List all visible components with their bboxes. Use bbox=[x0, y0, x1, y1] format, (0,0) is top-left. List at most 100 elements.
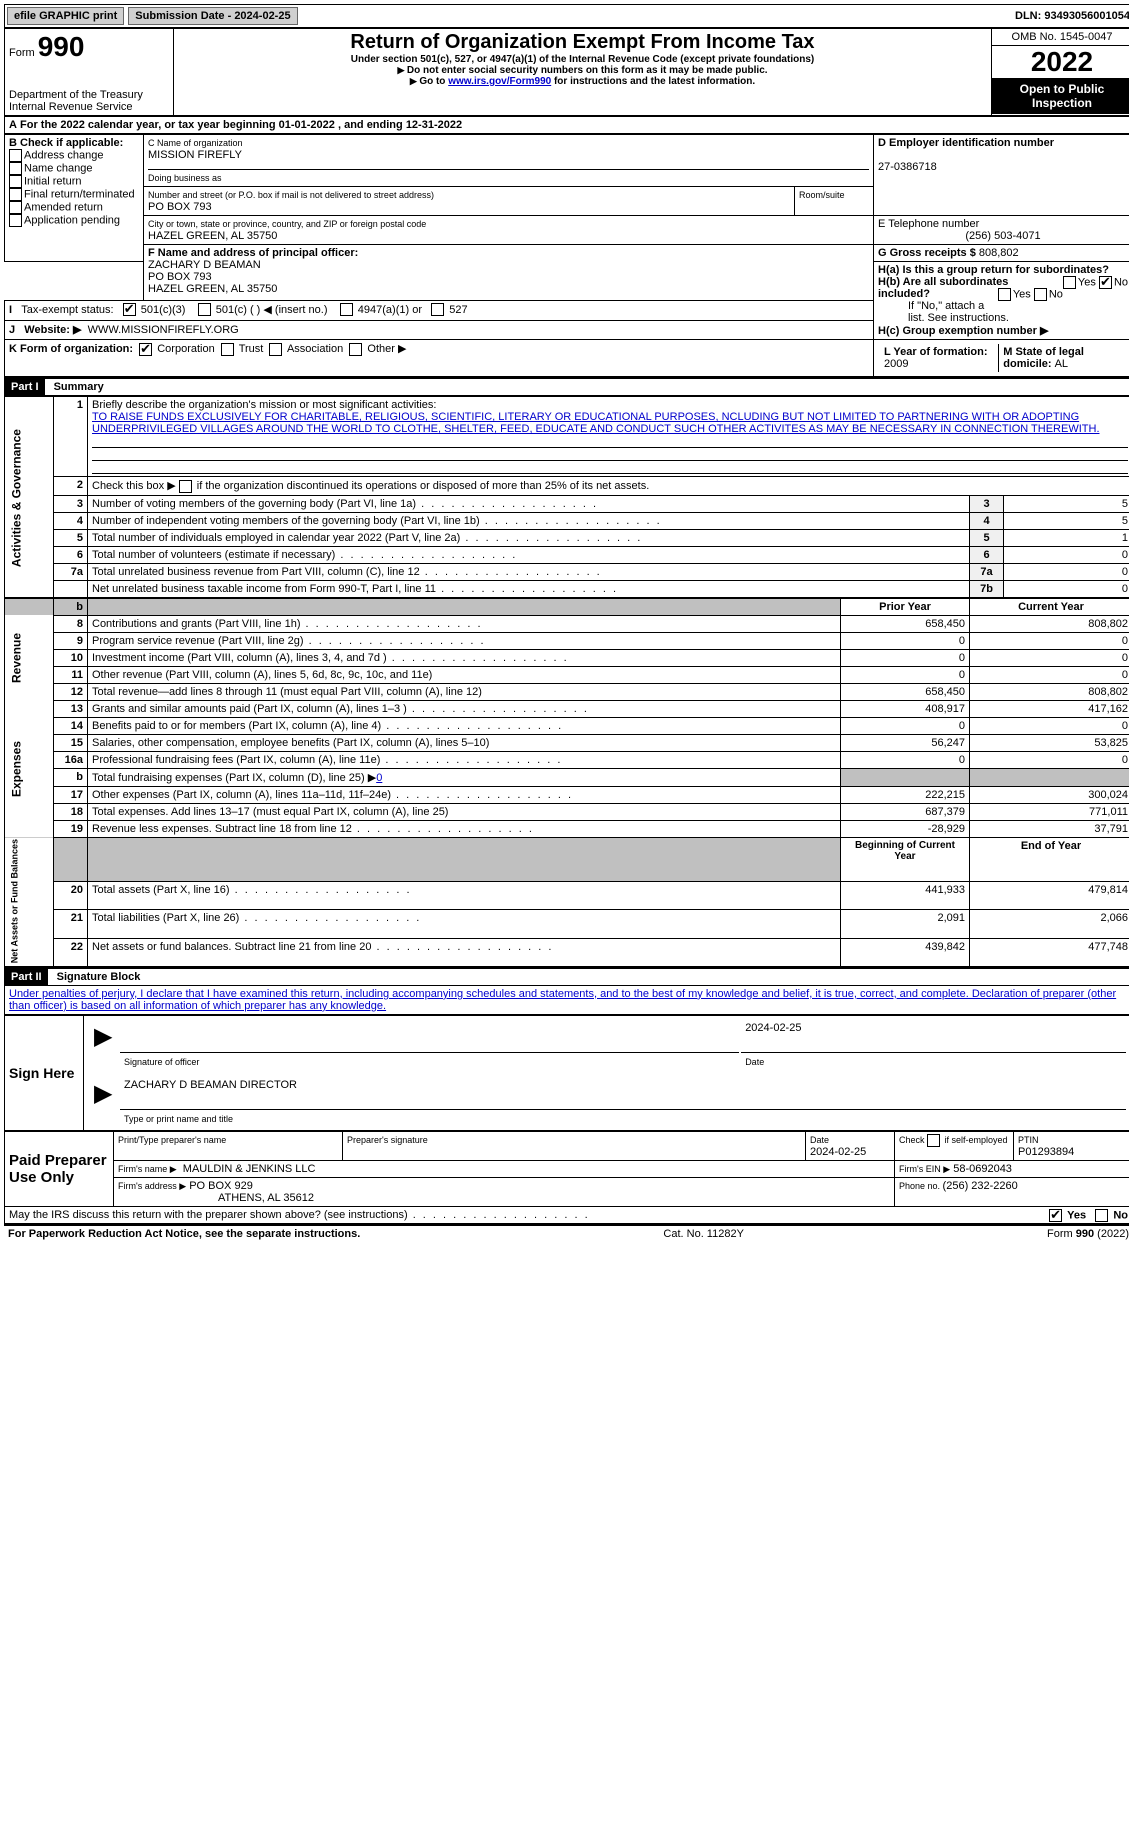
line16b-val[interactable]: 0 bbox=[376, 772, 382, 784]
omb-number: OMB No. 1545-0047 bbox=[992, 29, 1129, 46]
net-assets-sidebar: Net Assets or Fund Balances bbox=[5, 837, 54, 966]
initial-return-checkbox[interactable] bbox=[9, 175, 22, 188]
527-checkbox[interactable] bbox=[431, 303, 444, 316]
efile-print-button[interactable]: efile GRAPHIC print bbox=[7, 7, 124, 25]
line12-prior: 658,450 bbox=[841, 683, 970, 700]
website-value: WWW.MISSIONFIREFLY.ORG bbox=[88, 324, 239, 336]
cat-no: Cat. No. 11282Y bbox=[663, 1228, 744, 1240]
form990-link[interactable]: www.irs.gov/Form990 bbox=[448, 76, 551, 87]
corporation-checkbox[interactable] bbox=[139, 343, 152, 356]
prior-year-header: Prior Year bbox=[841, 598, 970, 616]
line21-eoy: 2,066 bbox=[970, 910, 1129, 938]
line6-label: Total number of volunteers (estimate if … bbox=[88, 546, 970, 563]
line20-boy: 441,933 bbox=[841, 882, 970, 910]
part2-title: Signature Block bbox=[51, 971, 141, 983]
may-irs-row: May the IRS discuss this return with the… bbox=[4, 1207, 1129, 1224]
line2: Check this box ▶ if the organization dis… bbox=[92, 480, 649, 492]
city-value: HAZEL GREEN, AL 35750 bbox=[148, 230, 277, 242]
name-change-checkbox[interactable] bbox=[9, 162, 22, 175]
telephone-value: (256) 503-4071 bbox=[878, 230, 1128, 242]
prep-date-label: Date bbox=[810, 1135, 829, 1145]
line15-label: Salaries, other compensation, employee b… bbox=[88, 734, 841, 751]
trust-checkbox[interactable] bbox=[221, 343, 234, 356]
line20-label: Total assets (Part X, line 16) bbox=[88, 882, 841, 910]
other-checkbox[interactable] bbox=[349, 343, 362, 356]
501c-checkbox[interactable] bbox=[198, 303, 211, 316]
city-label: City or town, state or province, country… bbox=[148, 219, 426, 229]
line22-eoy: 477,748 bbox=[970, 938, 1129, 966]
irs-label: Internal Revenue Service bbox=[9, 101, 169, 113]
website-label: Website: ▶ bbox=[24, 324, 81, 336]
amended-return-checkbox[interactable] bbox=[9, 201, 22, 214]
period-end: 12-31-2022 bbox=[406, 119, 462, 131]
self-employed-checkbox[interactable] bbox=[927, 1134, 940, 1147]
firm-ein: 58-0692043 bbox=[953, 1163, 1012, 1175]
line14-label: Benefits paid to or for members (Part IX… bbox=[88, 717, 841, 734]
line16b-label: Total fundraising expenses (Part IX, col… bbox=[88, 768, 841, 786]
form-title: Return of Organization Exempt From Incom… bbox=[178, 31, 987, 54]
officer-name: ZACHARY D BEAMAN bbox=[148, 259, 261, 271]
officer-line2: PO BOX 793 bbox=[148, 271, 212, 283]
line14-prior: 0 bbox=[841, 717, 970, 734]
officer-label: F Name and address of principal officer: bbox=[148, 247, 358, 259]
subtitle-3: Go to www.irs.gov/Form990 for instructio… bbox=[178, 76, 987, 87]
line7b-value: 0 bbox=[1004, 580, 1129, 598]
line10-current: 0 bbox=[970, 649, 1129, 666]
paid-preparer-label: Paid Preparer Use Only bbox=[5, 1131, 114, 1206]
4947-checkbox[interactable] bbox=[340, 303, 353, 316]
sig-date-label: Date bbox=[741, 1055, 1126, 1069]
officer-line3: HAZEL GREEN, AL 35750 bbox=[148, 283, 277, 295]
line18-prior: 687,379 bbox=[841, 803, 970, 820]
dln-label: DLN: 93493056001054 bbox=[1015, 10, 1129, 22]
paid-preparer-block: Paid Preparer Use Only Print/Type prepar… bbox=[4, 1131, 1129, 1207]
telephone-label: E Telephone number bbox=[878, 218, 979, 230]
discontinued-checkbox[interactable] bbox=[179, 480, 192, 493]
final-return-checkbox[interactable] bbox=[9, 188, 22, 201]
firm-name: MAULDIN & JENKINS LLC bbox=[183, 1163, 316, 1175]
form-footer: Form 990 (2022) bbox=[1047, 1228, 1129, 1240]
paperwork-notice: For Paperwork Reduction Act Notice, see … bbox=[8, 1228, 360, 1240]
sig-officer-label: Signature of officer bbox=[120, 1055, 739, 1069]
group-exemption-label: H(c) Group exemption number ▶ bbox=[878, 325, 1048, 337]
part2-label: Part II bbox=[5, 969, 48, 985]
dept-treasury: Department of the Treasury bbox=[9, 89, 169, 101]
501c3-checkbox[interactable] bbox=[123, 303, 136, 316]
current-year-header: Current Year bbox=[970, 598, 1129, 616]
ein-label: D Employer identification number bbox=[878, 137, 1054, 149]
subordinates-no[interactable] bbox=[1034, 288, 1047, 301]
line15-prior: 56,247 bbox=[841, 734, 970, 751]
line6-value: 0 bbox=[1004, 546, 1129, 563]
group-return-no[interactable] bbox=[1099, 276, 1112, 289]
application-pending-checkbox[interactable] bbox=[9, 214, 22, 227]
line14-current: 0 bbox=[970, 717, 1129, 734]
subordinates-note: If "No," attach a list. See instructions… bbox=[878, 300, 1128, 324]
discuss-no-checkbox[interactable] bbox=[1095, 1209, 1108, 1222]
line22-boy: 439,842 bbox=[841, 938, 970, 966]
prep-sig-label: Preparer's signature bbox=[347, 1135, 428, 1145]
submission-date-button[interactable]: Submission Date - 2024-02-25 bbox=[128, 7, 297, 25]
association-checkbox[interactable] bbox=[269, 343, 282, 356]
org-name-label: C Name of organization bbox=[148, 138, 243, 148]
state-domicile: AL bbox=[1055, 358, 1068, 370]
mission-text[interactable]: TO RAISE FUNDS EXCLUSIVELY FOR CHARITABL… bbox=[92, 411, 1100, 435]
form-header: Form 990 Department of the Treasury Inte… bbox=[4, 28, 1129, 117]
line4-value: 5 bbox=[1004, 512, 1129, 529]
line7a-value: 0 bbox=[1004, 563, 1129, 580]
subordinates-yes[interactable] bbox=[998, 288, 1011, 301]
state-domicile-label: M State of legal domicile: bbox=[1003, 346, 1084, 370]
penalties-text: Under penalties of perjury, I declare th… bbox=[4, 986, 1129, 1015]
part1-table: Activities & Governance 1 Briefly descri… bbox=[4, 396, 1129, 967]
discuss-yes-checkbox[interactable] bbox=[1049, 1209, 1062, 1222]
group-return-yes[interactable] bbox=[1063, 276, 1076, 289]
line3-value: 5 bbox=[1004, 495, 1129, 512]
line12-current: 808,802 bbox=[970, 683, 1129, 700]
line16a-prior: 0 bbox=[841, 751, 970, 768]
line15-current: 53,825 bbox=[970, 734, 1129, 751]
eoy-header: End of Year bbox=[970, 837, 1129, 882]
line9-label: Program service revenue (Part VIII, line… bbox=[88, 632, 841, 649]
line18-label: Total expenses. Add lines 13–17 (must eq… bbox=[88, 803, 841, 820]
line16a-current: 0 bbox=[970, 751, 1129, 768]
address-change-checkbox[interactable] bbox=[9, 149, 22, 162]
period-line: A For the 2022 calendar year, or tax yea… bbox=[4, 117, 1129, 134]
mission-label: Briefly describe the organization's miss… bbox=[92, 399, 436, 411]
